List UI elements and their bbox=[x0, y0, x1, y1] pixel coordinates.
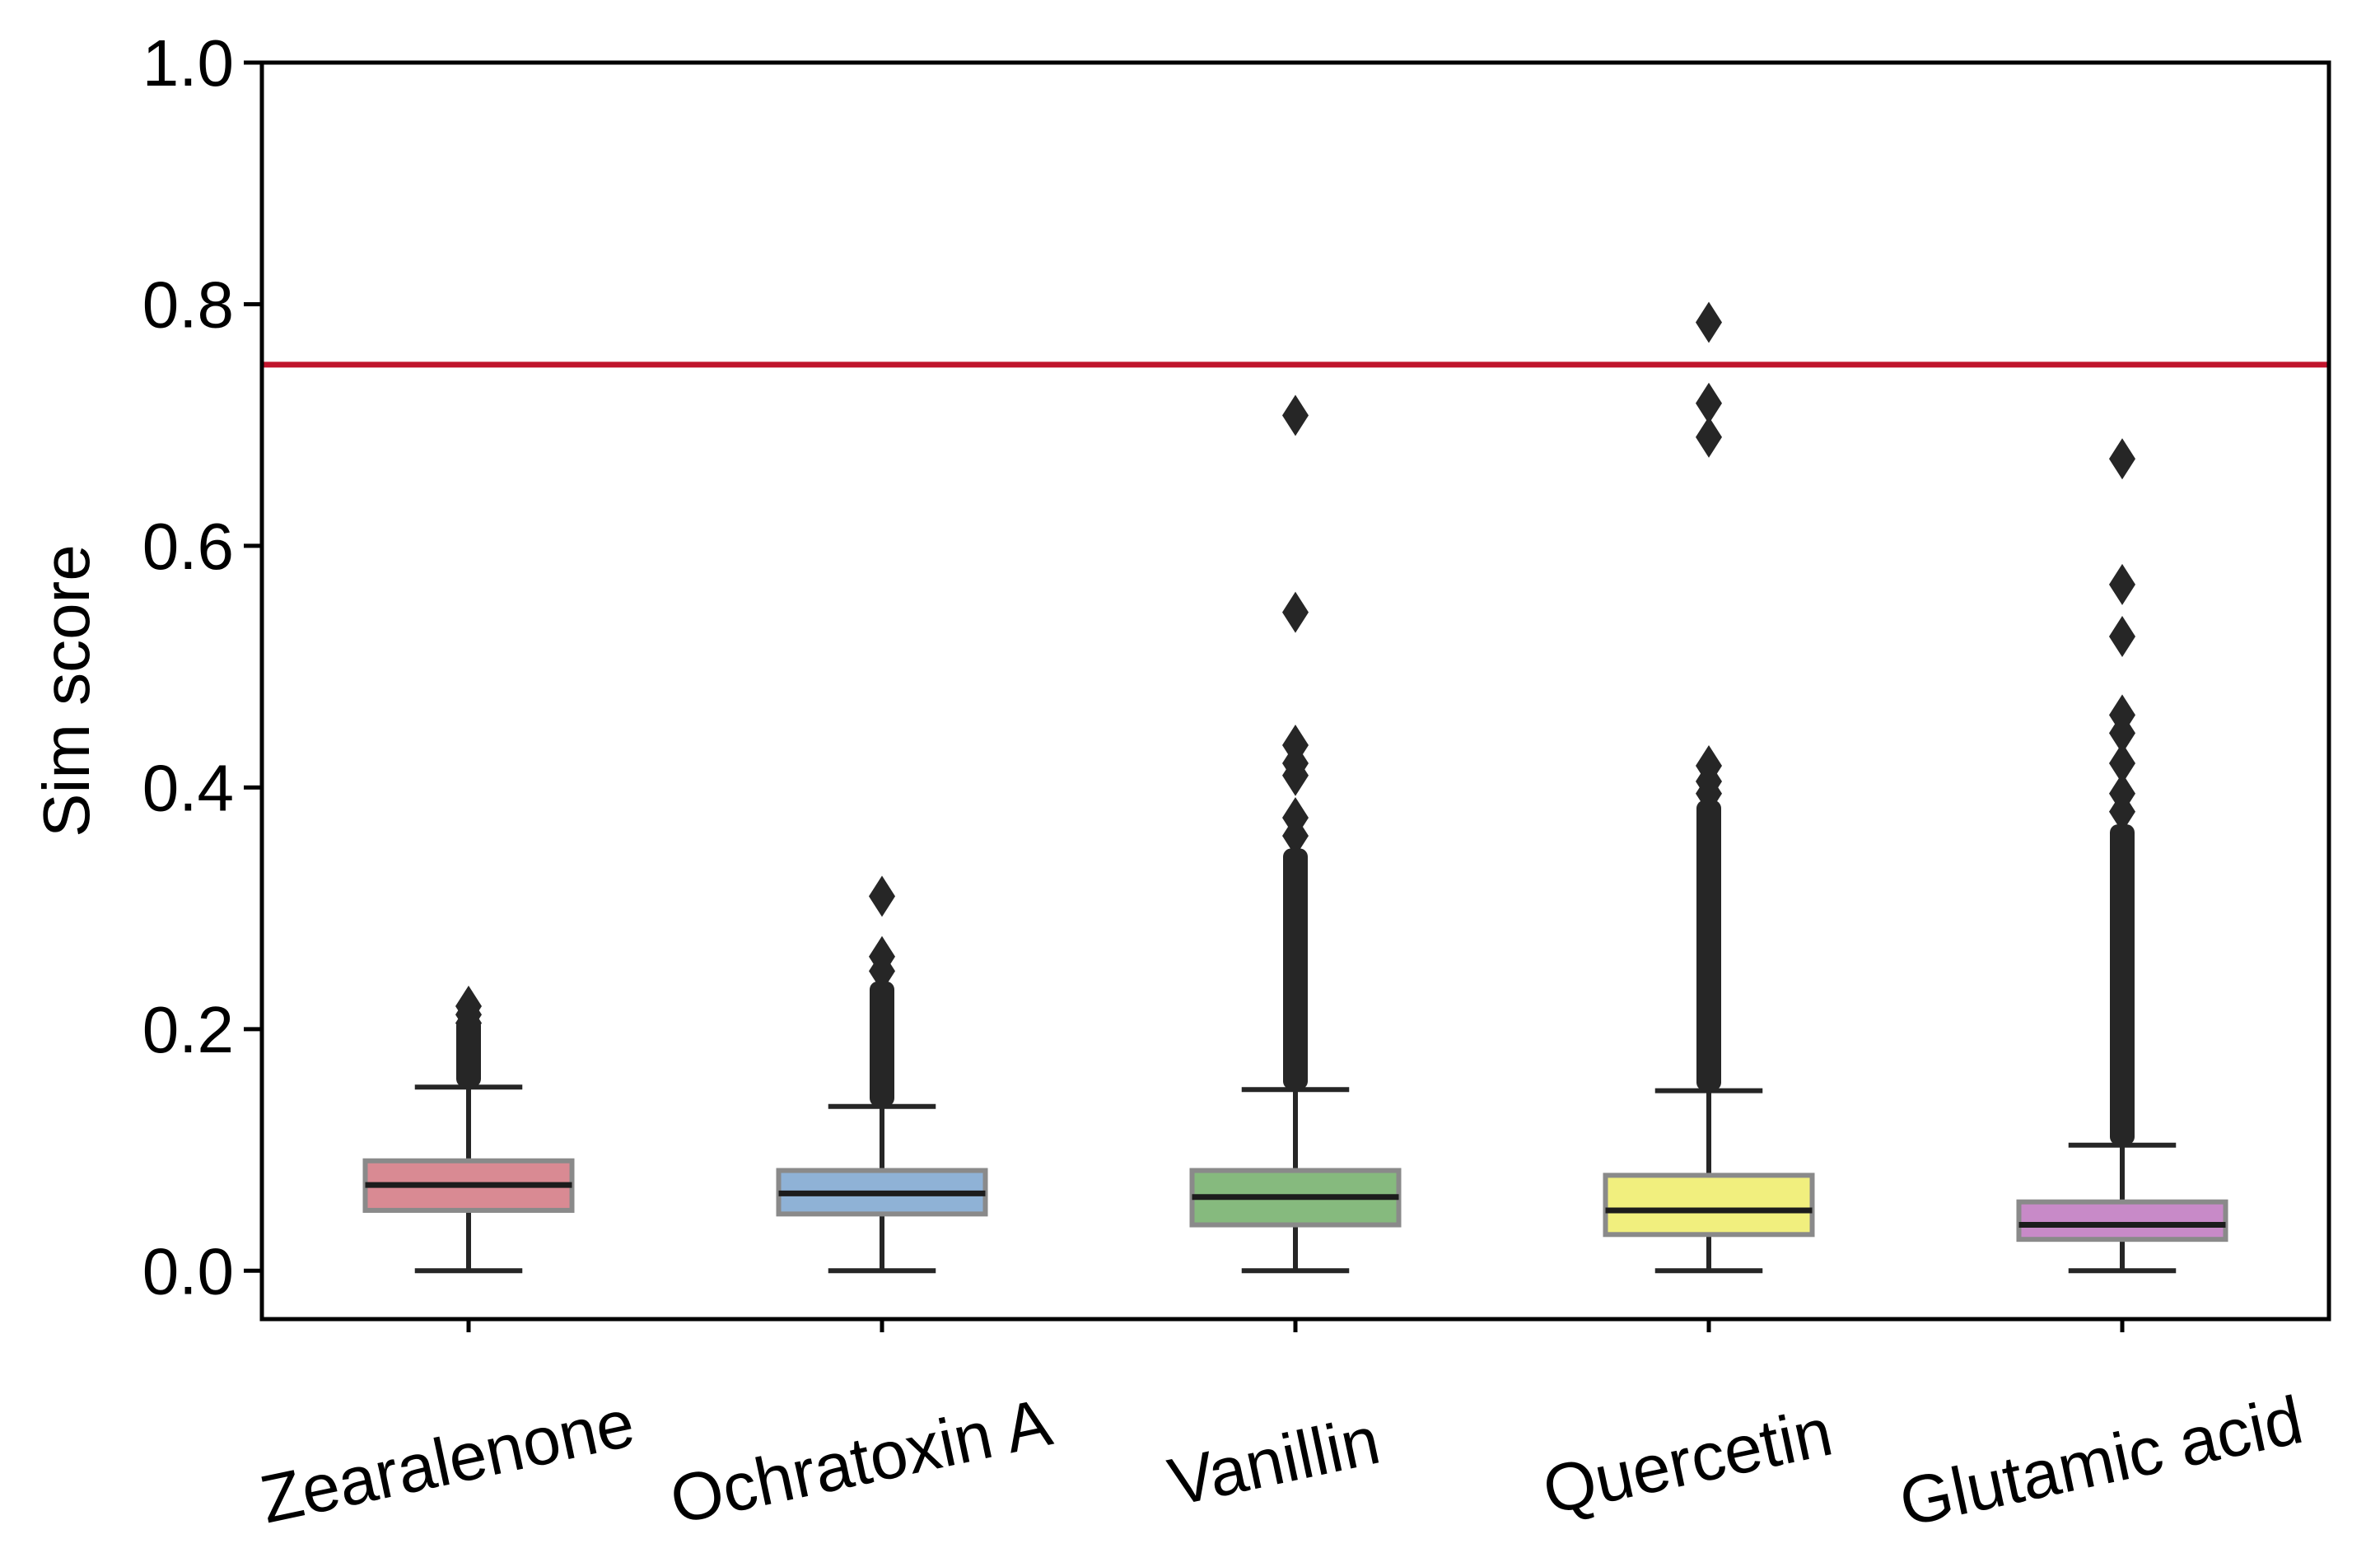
y-axis: 0.0 0.2 0.4 0.6 0.8 1.0 bbox=[142, 26, 262, 1308]
outlier-point-3-5 bbox=[1696, 301, 1722, 343]
box-group-2 bbox=[1189, 394, 1402, 1274]
outlier-point-3-4 bbox=[1696, 382, 1722, 424]
outlier-point-3-3 bbox=[1696, 416, 1722, 458]
outlier-band-0 bbox=[456, 1017, 481, 1088]
plot-layer bbox=[262, 301, 2329, 1274]
y-tick-label-0: 0.0 bbox=[142, 1234, 234, 1308]
box-group-4 bbox=[2016, 438, 2228, 1274]
outlier-point-4-4 bbox=[2109, 694, 2135, 736]
outlier-point-0-2 bbox=[455, 985, 482, 1027]
outlier-point-2-6 bbox=[1282, 394, 1309, 436]
x-tick-label-4: Glutamic acid bbox=[1893, 1382, 2309, 1541]
x-tick-label-0: Zearalenone bbox=[254, 1386, 641, 1538]
outlier-band-3 bbox=[1696, 800, 1721, 1091]
outlier-point-4-6 bbox=[2109, 563, 2135, 605]
y-tick-label-1: 0.2 bbox=[142, 993, 234, 1066]
outlier-point-4-2 bbox=[2109, 743, 2135, 785]
outlier-point-1-1 bbox=[869, 935, 895, 977]
x-tick-label-1: Ochratoxin A bbox=[664, 1385, 1057, 1539]
y-tick-label-4: 0.8 bbox=[142, 268, 234, 341]
outlier-point-2-1 bbox=[1282, 797, 1309, 839]
x-tick-label-2: Vanillin bbox=[1162, 1403, 1386, 1521]
y-tick-label-3: 0.6 bbox=[142, 510, 234, 583]
outlier-point-3-2 bbox=[1696, 744, 1722, 786]
x-axis: Zearalenone Ochratoxin A Vanillin Quercetin… bbox=[254, 1319, 2309, 1541]
box-3 bbox=[1603, 1173, 1815, 1238]
box-group-1 bbox=[776, 875, 988, 1274]
outlier-band-4 bbox=[2110, 824, 2135, 1145]
outlier-point-2-5 bbox=[1282, 591, 1309, 633]
outlier-point-4-5 bbox=[2109, 615, 2135, 657]
box-group-3 bbox=[1603, 301, 1815, 1274]
outlier-point-4-7 bbox=[2109, 438, 2135, 480]
outlier-point-1-2 bbox=[869, 875, 895, 917]
outlier-point-4-1 bbox=[2109, 772, 2135, 814]
y-tick-label-5: 1.0 bbox=[142, 26, 234, 100]
x-tick-label-3: Quercetin bbox=[1537, 1395, 1839, 1529]
y-tick-label-2: 0.4 bbox=[142, 751, 234, 824]
y-axis-title: Sim score bbox=[30, 544, 103, 837]
box-4 bbox=[2016, 1199, 2228, 1243]
outlier-point-2-4 bbox=[1282, 725, 1309, 767]
outlier-band-1 bbox=[870, 981, 894, 1107]
box-group-0 bbox=[362, 985, 575, 1274]
outlier-band-2 bbox=[1283, 848, 1308, 1090]
